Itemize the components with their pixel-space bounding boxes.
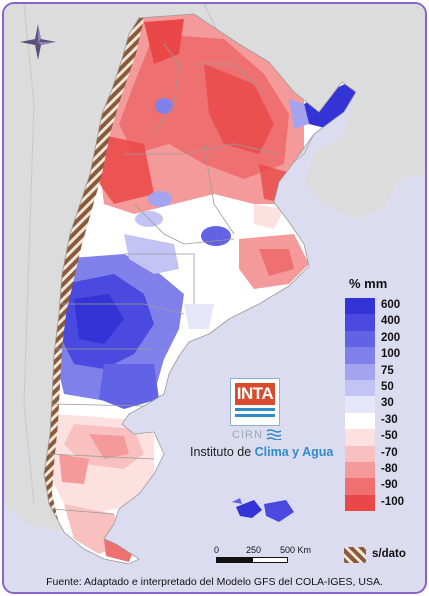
scale-label-mid: 250: [246, 545, 262, 555]
legend-row: 75: [345, 363, 421, 380]
province-borders: [43, 13, 357, 565]
legend-row: -80: [345, 461, 421, 479]
legend-label: -80: [381, 462, 398, 475]
scale-segment-light: [252, 557, 288, 563]
legend-swatch: [345, 429, 375, 446]
legend-label: 200: [381, 331, 401, 344]
legend-row: -30: [345, 412, 421, 430]
instituto-name: Instituto de Clima y Agua: [190, 445, 333, 459]
legend-label: -100: [381, 495, 405, 508]
legend-swatch: [345, 347, 375, 364]
instituto-highlight: Clima y Agua: [254, 445, 334, 459]
anomaly-map: [4, 4, 425, 565]
legend-label: -50: [381, 430, 398, 443]
legend-label: -90: [381, 479, 398, 492]
source-footer: Fuente: Adaptado e interpretado del Mode…: [46, 576, 383, 588]
water-waves-icon: [266, 429, 282, 440]
legend-swatch: [345, 461, 375, 479]
scale-label-zero: 0: [214, 545, 220, 555]
legend-row: 30: [345, 396, 421, 413]
scale-label-end: 500 Km: [280, 545, 312, 555]
legend-label: -30: [381, 413, 398, 426]
malvinas-islands: [232, 498, 294, 522]
legend-label: 50: [381, 380, 394, 393]
legend-swatch: [345, 412, 375, 430]
compass-rose-icon: [20, 24, 56, 60]
legend-label: -70: [381, 446, 398, 459]
legend-label: 600: [381, 299, 401, 311]
logo-wave-band: [235, 408, 275, 411]
legend-row: 50: [345, 379, 421, 397]
legend-swatch: [345, 314, 375, 331]
neighbor-countries: [4, 4, 425, 532]
legend-swatch: [345, 298, 375, 315]
legend-swatch: [345, 396, 375, 413]
no-data-swatch: [344, 547, 366, 563]
legend-title: % mm: [349, 276, 388, 291]
legend-swatch: [345, 363, 375, 380]
legend-swatch: [345, 379, 375, 397]
inta-logo: INTA: [230, 378, 280, 426]
no-data-label: s/dato: [372, 548, 406, 560]
legend-swatch: [345, 445, 375, 462]
legend-row: 600: [345, 298, 421, 315]
legend-rows: 600 400 200 100 75 50 30 -30 -50 -70 -80 -90 -100: [345, 298, 421, 512]
logo-wave-band: [235, 414, 275, 417]
legend-swatch: [345, 478, 375, 495]
legend-row: -50: [345, 429, 421, 446]
legend-swatch: [345, 330, 375, 348]
legend-row: -100: [345, 494, 421, 512]
legend-label: 30: [381, 397, 394, 410]
cirn-label: CIRN: [232, 429, 263, 441]
legend-row: 200: [345, 330, 421, 348]
legend-label: 400: [381, 315, 401, 328]
scale-segment-dark: [216, 557, 252, 563]
legend-row: -70: [345, 445, 421, 462]
legend-row: -90: [345, 478, 421, 495]
legend-swatch: [345, 494, 375, 512]
color-legend: % mm 600 400 200 100 75 50 30 -30 -50 -70 -80 -90 -1…: [345, 276, 421, 512]
instituto-prefix: Instituto de: [190, 445, 252, 459]
scale-bar: 0 250 500 Km: [214, 545, 334, 571]
legend-label: 75: [381, 364, 394, 377]
legend-label: 100: [381, 348, 401, 361]
legend-row: 100: [345, 347, 421, 364]
inta-logo-text: INTA: [235, 383, 275, 405]
legend-row: 400: [345, 314, 421, 331]
